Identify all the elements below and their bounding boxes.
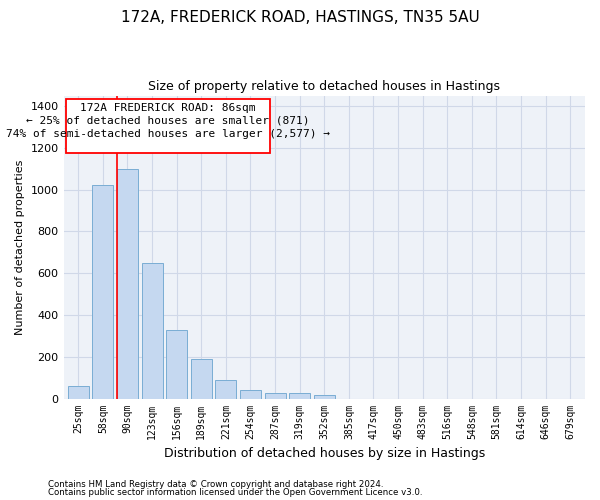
FancyBboxPatch shape bbox=[66, 98, 270, 153]
Bar bbox=[215, 380, 236, 398]
Bar bbox=[265, 394, 286, 398]
Text: ← 25% of detached houses are smaller (871): ← 25% of detached houses are smaller (87… bbox=[26, 116, 310, 126]
Text: Contains HM Land Registry data © Crown copyright and database right 2024.: Contains HM Land Registry data © Crown c… bbox=[48, 480, 383, 489]
Bar bbox=[191, 359, 212, 399]
Bar bbox=[142, 262, 163, 398]
Bar bbox=[240, 390, 261, 398]
Text: Contains public sector information licensed under the Open Government Licence v3: Contains public sector information licen… bbox=[48, 488, 422, 497]
Bar bbox=[166, 330, 187, 398]
Bar bbox=[117, 168, 138, 398]
Bar bbox=[92, 186, 113, 398]
Bar bbox=[314, 396, 335, 398]
Text: 74% of semi-detached houses are larger (2,577) →: 74% of semi-detached houses are larger (… bbox=[6, 129, 330, 139]
X-axis label: Distribution of detached houses by size in Hastings: Distribution of detached houses by size … bbox=[164, 447, 485, 460]
Text: 172A, FREDERICK ROAD, HASTINGS, TN35 5AU: 172A, FREDERICK ROAD, HASTINGS, TN35 5AU bbox=[121, 10, 479, 25]
Title: Size of property relative to detached houses in Hastings: Size of property relative to detached ho… bbox=[148, 80, 500, 93]
Y-axis label: Number of detached properties: Number of detached properties bbox=[15, 160, 25, 334]
Bar bbox=[289, 394, 310, 398]
Bar bbox=[68, 386, 89, 398]
Text: 172A FREDERICK ROAD: 86sqm: 172A FREDERICK ROAD: 86sqm bbox=[80, 103, 256, 113]
